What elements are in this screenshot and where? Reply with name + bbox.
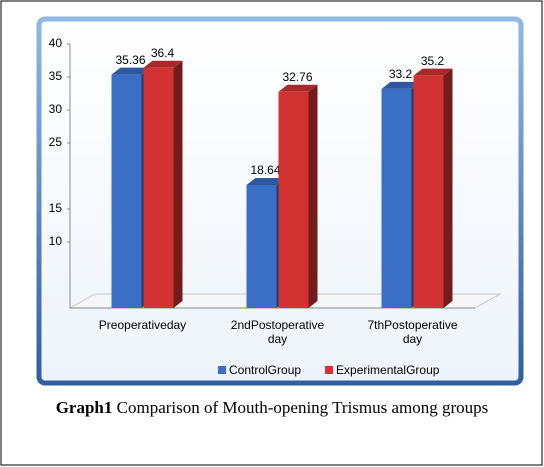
bar-front	[278, 91, 309, 308]
legend-label: ExperimentalGroup	[336, 363, 440, 377]
legend-swatch	[218, 366, 226, 374]
data-label: 35.36	[115, 53, 145, 67]
caption-label: Graph1	[55, 398, 113, 417]
bar-top	[413, 68, 453, 76]
bar-front	[413, 75, 444, 309]
y-tick-label: 30	[49, 102, 63, 116]
caption: Graph1 Comparison of Mouth-opening Trism…	[20, 396, 524, 420]
bar-top	[381, 81, 421, 89]
bar-top	[143, 60, 183, 68]
y-tick-label: 40	[49, 36, 63, 50]
x-tick-label: 7thPostoperative day	[367, 318, 458, 346]
bar-side	[173, 60, 183, 309]
bar	[413, 68, 453, 309]
bar	[143, 60, 183, 309]
data-label: 18.64	[250, 163, 280, 177]
caption-text: Comparison of Mouth-opening Trismus amon…	[116, 398, 489, 417]
y-tick-label: 15	[49, 201, 63, 215]
data-label: 32.76	[282, 70, 312, 84]
bar-front	[381, 88, 412, 308]
data-label: 36.4	[151, 46, 175, 60]
legend-label: ControlGroup	[229, 363, 301, 377]
x-tick-label: 2ndPostoperative day	[230, 318, 325, 346]
bar-front	[143, 67, 174, 308]
data-label: 33.2	[389, 67, 413, 81]
y-tick-label: 10	[49, 234, 63, 248]
bar-front	[246, 184, 277, 308]
x-tick-label: Preoperativeday	[98, 318, 187, 332]
data-label: 35.2	[421, 54, 445, 68]
bar-top	[111, 67, 151, 75]
y-tick-label: 35	[49, 69, 63, 83]
bar	[278, 84, 318, 308]
bar-side	[308, 84, 318, 308]
bar-front	[111, 74, 142, 309]
bar-top	[278, 84, 318, 92]
bar-top	[246, 177, 286, 185]
bar-side	[443, 68, 453, 309]
legend-swatch	[325, 366, 334, 374]
y-tick-label: 25	[49, 135, 63, 149]
